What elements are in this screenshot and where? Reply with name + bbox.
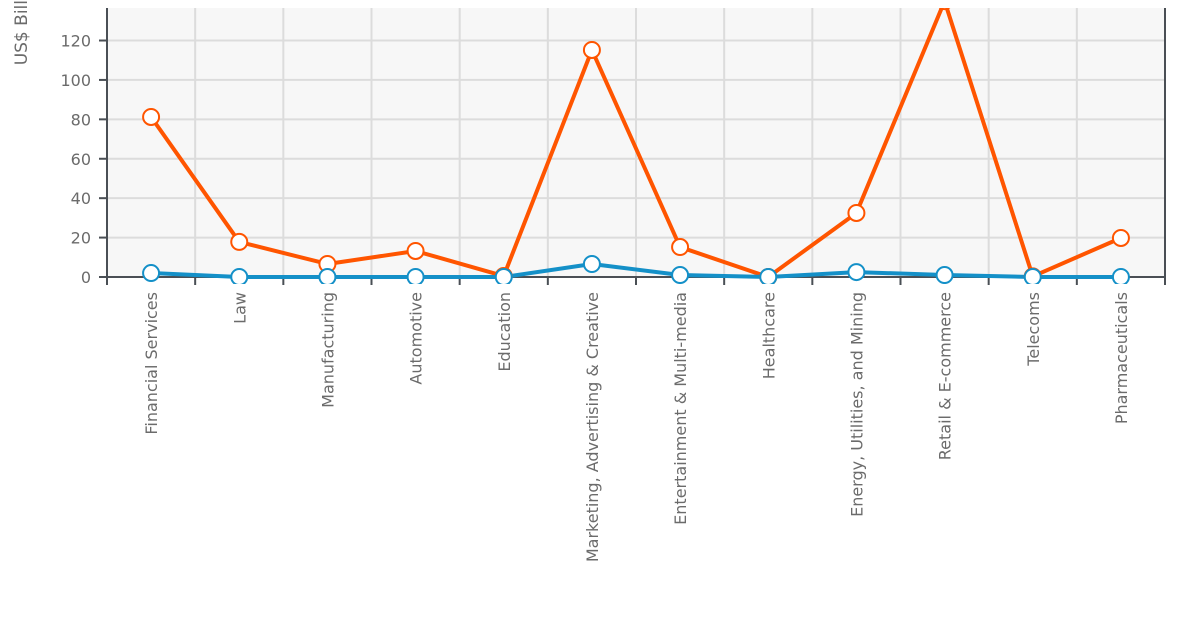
x-tick-label: Energy, Utilities, and Mining <box>847 292 866 517</box>
series-blue-point[interactable] <box>406 268 425 285</box>
series-blue <box>150 261 1121 279</box>
series-orange-point[interactable] <box>1111 228 1130 247</box>
x-tick-label: Healthcare <box>759 292 778 379</box>
series-blue-point[interactable] <box>1023 268 1042 285</box>
y-tick-label: 0 <box>81 268 91 287</box>
y-tick-label: 120 <box>60 32 91 51</box>
series-orange-point[interactable] <box>406 241 425 260</box>
grid <box>107 8 1165 277</box>
series-blue-point[interactable] <box>230 268 249 285</box>
x-tick-label: Pharmaceuticals <box>1112 292 1131 424</box>
y-axis-label: US$ Bill <box>12 0 32 65</box>
x-tick-label: Marketing, Advertising & Creative <box>583 292 602 562</box>
x-tick-label: Financial Services <box>142 292 161 435</box>
y-tick-label: 100 <box>60 71 91 90</box>
series-blue-point[interactable] <box>935 266 954 284</box>
series-orange-point[interactable] <box>847 203 866 222</box>
series-blue-point[interactable] <box>847 263 866 282</box>
y-tick-label: 80 <box>71 110 91 129</box>
series-group <box>142 0 1130 285</box>
series-orange-point[interactable] <box>142 107 161 126</box>
series-blue-point[interactable] <box>671 266 690 284</box>
series-blue-point[interactable] <box>759 268 778 285</box>
series-orange-point[interactable] <box>937 0 953 11</box>
series-blue-point[interactable] <box>318 268 337 285</box>
x-tick-label: Education <box>495 292 514 372</box>
series-blue-line <box>150 261 1121 279</box>
x-tick-label: Law <box>230 292 249 324</box>
x-tick-label: Entertainment & Multi-media <box>671 292 690 525</box>
x-tick-label: Telecoms <box>1024 292 1043 367</box>
y-tick-label: 60 <box>71 150 91 169</box>
x-tick-label: Retail & E-commerce <box>936 292 955 460</box>
series-orange <box>149 8 1122 279</box>
series-orange-line <box>149 8 1122 279</box>
y-tick-label: 20 <box>71 229 91 248</box>
y-tick-label: 40 <box>71 189 91 208</box>
series-blue-point[interactable] <box>1111 268 1130 285</box>
series-blue-point[interactable] <box>494 268 513 285</box>
series-blue-point[interactable] <box>142 264 161 283</box>
series-orange-point[interactable] <box>230 232 249 251</box>
series-orange-point[interactable] <box>671 238 690 257</box>
axes: 0 20 40 60 80 100 120 Financial Services Law Manu… <box>60 8 1166 562</box>
x-tick-label: Automotive <box>407 292 426 385</box>
series-blue-point[interactable] <box>582 254 601 273</box>
series-orange-point[interactable] <box>582 40 601 59</box>
x-tick-label: Manufacturing <box>318 292 337 408</box>
